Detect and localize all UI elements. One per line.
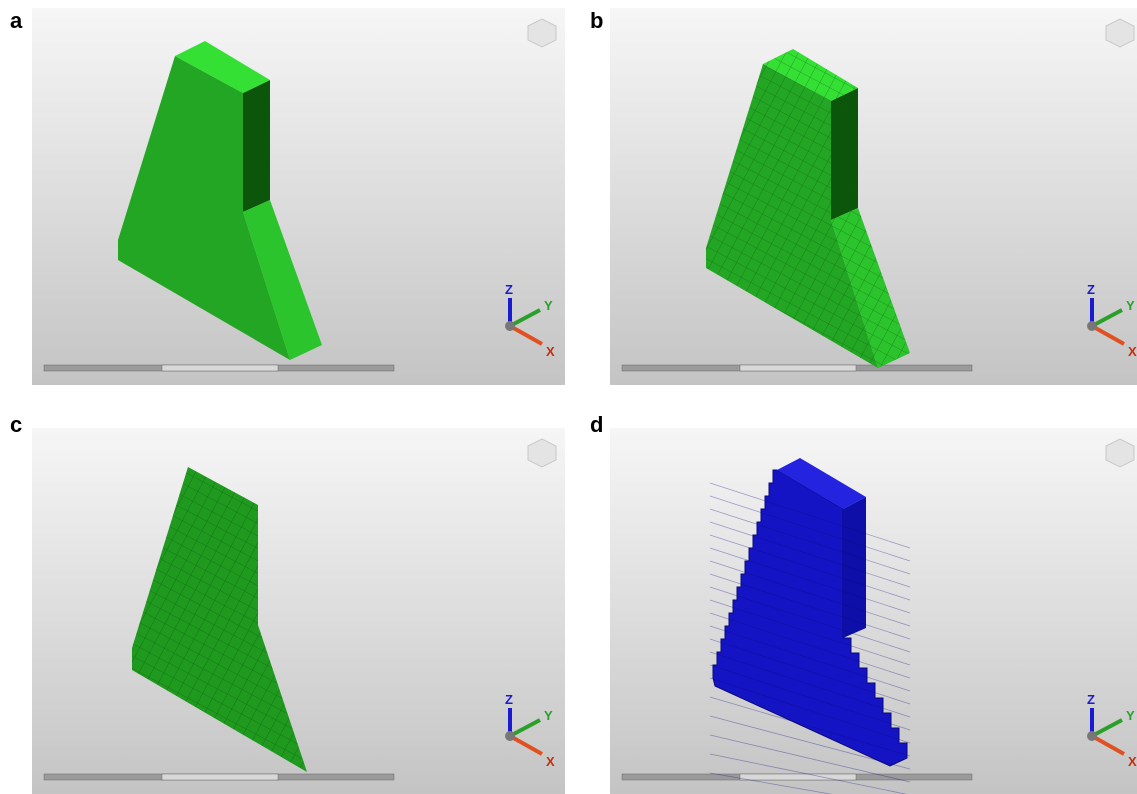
axis-y [509, 308, 541, 328]
block-layer-line [709, 521, 911, 588]
block-layer-line [709, 599, 911, 666]
blocks-top [777, 458, 866, 509]
panel-label: b [590, 8, 603, 33]
front-face [118, 56, 290, 360]
view-cube [527, 18, 557, 48]
block-layer-line [709, 664, 911, 731]
axis-label: X [1128, 754, 1137, 769]
axis-x [1091, 324, 1125, 346]
axis-label: Y [1126, 708, 1135, 723]
axis-y [1091, 308, 1123, 328]
block-layer-line [709, 612, 911, 679]
axis-x [509, 324, 543, 346]
view-cube [1105, 18, 1135, 48]
viewport-background [32, 428, 565, 794]
viewport: Z Y X [32, 8, 565, 385]
axis-x [509, 734, 543, 756]
block-layer-line [709, 677, 911, 744]
blocks-face [712, 469, 908, 767]
axis-label: Z [505, 282, 513, 297]
top-mesh [763, 49, 858, 101]
scale-bar-segment [161, 364, 279, 372]
view-cube [527, 438, 557, 468]
viewport: Z Y X [610, 428, 1137, 794]
side-face [243, 80, 270, 212]
axis-x [1091, 734, 1125, 756]
scale-bar-segment [161, 773, 279, 781]
block-layer-line [709, 495, 911, 562]
axis-label: Y [544, 708, 553, 723]
block-layer-line [709, 573, 911, 640]
block-layer-line [709, 734, 911, 783]
block-layer-line [709, 586, 911, 653]
panel-label: c [10, 412, 22, 437]
axis-label: Z [1087, 692, 1095, 707]
axis-origin [1087, 731, 1097, 741]
axis-label: Y [544, 298, 553, 313]
axis-label: Z [1087, 282, 1095, 297]
top-face [175, 41, 270, 93]
blocks-side [843, 497, 866, 638]
block-layer-line [709, 772, 833, 794]
axis-origin [505, 731, 515, 741]
block-layer-line [709, 534, 911, 601]
block-layer-line [709, 696, 911, 757]
flat-mesh [132, 467, 307, 772]
block-layer-line [709, 753, 908, 794]
viewport: Z Y X [610, 8, 1137, 385]
panel-label: d [590, 412, 603, 437]
view-cube [1105, 438, 1135, 468]
axis-origin [1087, 321, 1097, 331]
axis-y [1091, 718, 1123, 738]
scale-bar-segment [739, 773, 857, 781]
block-layer-line [709, 651, 911, 718]
axis-y [509, 718, 541, 738]
axis-label: Y [1126, 298, 1135, 313]
side-mesh [831, 88, 858, 220]
block-layer-line [709, 638, 911, 705]
scale-bar-segment [739, 364, 857, 372]
block-layer-line [709, 715, 911, 770]
block-layer-line [709, 625, 911, 692]
panel-label: a [10, 8, 23, 33]
block-layer-line [709, 482, 911, 549]
lower-face [243, 200, 322, 360]
axis-label: X [546, 754, 555, 769]
viewport: Z Y X [32, 428, 565, 794]
axis-label: X [546, 344, 555, 359]
front-mesh [706, 64, 878, 368]
block-layer-line [709, 547, 911, 614]
axis-label: Z [505, 692, 513, 707]
block-layer-line [709, 560, 911, 627]
axis-label: X [1128, 344, 1137, 359]
block-layer-line [709, 508, 911, 575]
axis-origin [505, 321, 515, 331]
lower-mesh [831, 208, 910, 368]
